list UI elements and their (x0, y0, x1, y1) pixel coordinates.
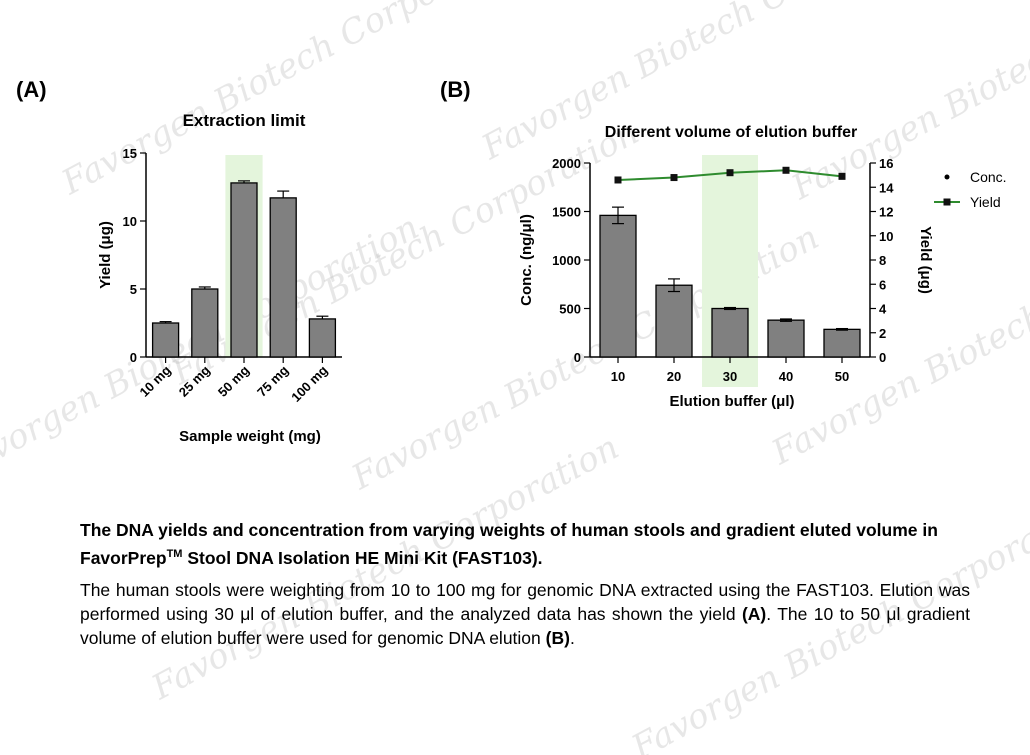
x-axis-label: Elution buffer (μl) (670, 393, 795, 410)
y-tick-label-right: 0 (879, 350, 886, 365)
panel-a-label: (A) (16, 77, 47, 102)
bar (767, 319, 805, 358)
caption-title-text: The DNA yields and concentration from va… (80, 520, 938, 568)
yield-point (726, 169, 734, 177)
x-tick-label: 75 mg (254, 362, 291, 399)
x-tick-label: 50 (835, 369, 849, 384)
bar (151, 322, 180, 358)
bar (823, 328, 861, 358)
yield-point (838, 172, 846, 180)
y-tick-label: 0 (130, 350, 137, 365)
caption-title: The DNA yields and concentration from va… (80, 518, 970, 570)
y-tick-label-right: 2 (879, 326, 886, 341)
bar (308, 318, 337, 358)
caption-body-text: The human stools were weighting from 10 … (80, 579, 970, 624)
legend-marker-yield (943, 198, 951, 206)
y-axis-label-right: Yield (μg) (917, 226, 934, 294)
y-tick-label-left: 500 (559, 302, 581, 317)
y-tick-label-right: 4 (879, 302, 887, 317)
legend-label-yield: Yield (970, 194, 1001, 210)
caption-title-text-2: Stool DNA Isolation HE Mini Kit (FAST103… (182, 547, 543, 568)
bar (711, 307, 749, 358)
y-axis-label-left: Conc. (ng/μl) (518, 214, 535, 306)
chart-title: Different volume of elution buffer (605, 124, 857, 141)
bar (191, 288, 219, 358)
chart-a: Extraction limit 0 5 10 15 10 mg 25 mg 50 mg 75 … (97, 111, 342, 445)
caption-ref-b: (B) (545, 627, 570, 648)
y-tick-label: 5 (130, 282, 137, 297)
x-tick-label: 40 (779, 369, 793, 384)
bar (269, 197, 297, 358)
bar (230, 182, 258, 358)
yield-point (614, 176, 622, 184)
y-tick-label-right: 6 (879, 277, 886, 292)
caption-body-text-3: . (569, 627, 575, 648)
y-tick-label-left: 1500 (552, 205, 581, 220)
legend-label-conc: Conc. (970, 169, 1007, 185)
panel-b-label: (B) (440, 77, 471, 102)
y-tick-label-right: 8 (879, 253, 886, 268)
x-tick-label: 50 mg (215, 362, 252, 399)
y-tick-label-right: 16 (879, 156, 893, 171)
bar (655, 284, 693, 358)
y-tick-label: 10 (123, 214, 137, 229)
x-tick-label: 20 (667, 369, 681, 384)
caption-body: The human stools were weighting from 10 … (80, 578, 970, 650)
y-tick-label-right: 12 (879, 205, 893, 220)
legend-marker-conc (944, 174, 950, 180)
y-tick-label: 15 (123, 146, 137, 161)
chart-b: Different volume of elution buffer050010… (518, 124, 1007, 410)
caption-body-text-2: . The 10 to 50 μl gradient volume of elu… (80, 603, 970, 648)
x-tick-label: 25 mg (176, 362, 213, 399)
y-tick-label-left: 1000 (552, 253, 581, 268)
y-axis-label: Yield (μg) (97, 221, 114, 289)
figure-caption: The DNA yields and concentration from va… (80, 518, 970, 650)
x-tick-label: 10 (611, 369, 625, 384)
yield-point (782, 166, 790, 174)
y-tick-label-left: 0 (574, 350, 581, 365)
x-tick-label: 100 mg (288, 362, 330, 404)
y-tick-label-right: 10 (879, 229, 893, 244)
x-tick-label: 30 (723, 369, 737, 384)
caption-title-superscript: TM (166, 548, 183, 560)
y-tick-label-left: 2000 (552, 156, 581, 171)
yield-point (670, 174, 678, 182)
caption-ref-a: (A) (741, 603, 767, 624)
bar (599, 214, 637, 358)
y-tick-label-right: 14 (879, 180, 894, 195)
x-axis-label: Sample weight (mg) (179, 428, 321, 445)
chart-title: Extraction limit (183, 111, 306, 130)
x-tick-label: 10 mg (137, 362, 174, 399)
